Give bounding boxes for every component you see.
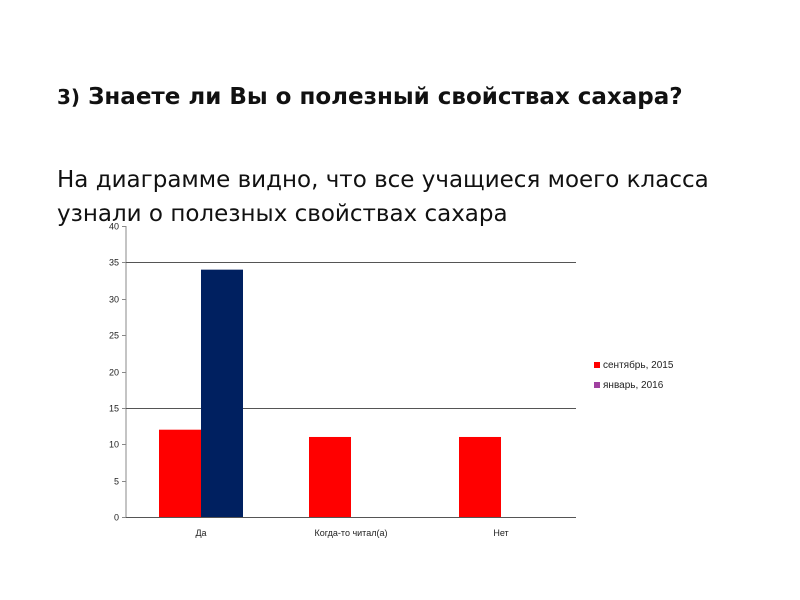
heading-number: 3) [57, 85, 81, 109]
y-tick-label: 40 [109, 222, 119, 232]
y-tick-label: 35 [109, 258, 119, 268]
x-tick-label: Нет [493, 528, 508, 538]
y-tick-label: 0 [114, 513, 119, 523]
y-tick-label: 15 [109, 404, 119, 414]
legend-swatch [594, 382, 600, 388]
x-tick-label: Да [195, 528, 206, 538]
legend-label: сентябрь, 2015 [603, 359, 674, 371]
slide-body-text: На диаграмме видно, что все учащиеся мое… [57, 167, 709, 227]
y-tick-label: 5 [114, 477, 119, 487]
y-tick-label: 25 [109, 331, 119, 341]
bar-2-1 [201, 269, 243, 517]
heading-text: Знаете ли Вы о полезный свойствах сахара… [88, 84, 683, 110]
y-tick-label: 20 [109, 368, 119, 378]
x-tick-label: Когда-то читал(а) [315, 528, 388, 538]
y-tick-label: 30 [109, 295, 119, 305]
legend-swatch [594, 362, 600, 368]
y-tick-label: 10 [109, 440, 119, 450]
bar-1-2 [309, 436, 351, 517]
bar-1-1 [159, 429, 201, 517]
bar-1-3 [459, 436, 501, 517]
legend-label: январь, 2016 [603, 380, 664, 391]
slide-heading: 3) Знаете ли Вы о полезный свойствах сах… [57, 80, 747, 114]
